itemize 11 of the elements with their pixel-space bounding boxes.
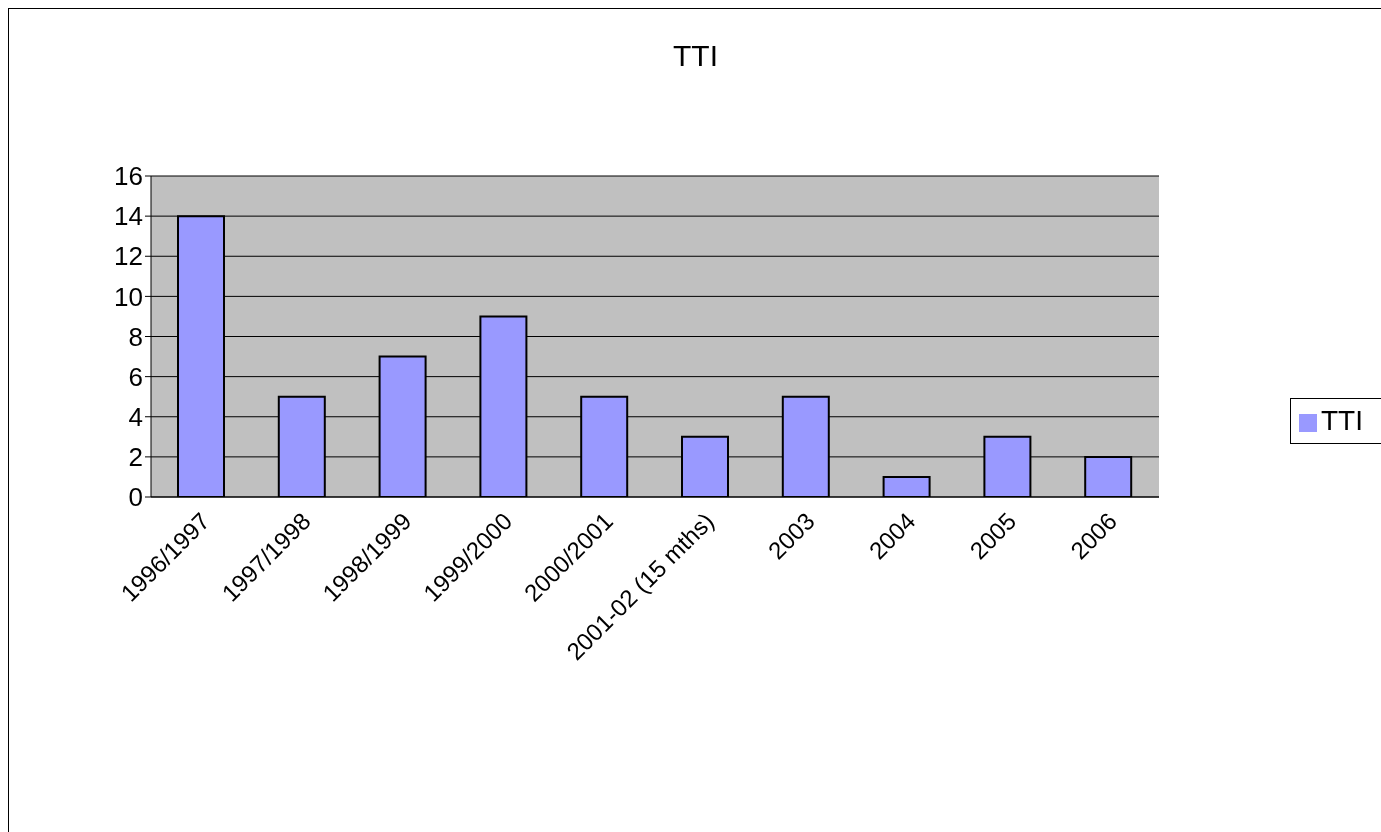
y-tick-label: 6 [128,361,143,392]
y-tick-label: 10 [114,281,143,312]
y-tick-label: 8 [128,321,143,352]
y-tick-label: 4 [128,401,143,432]
y-tick-label: 0 [128,482,143,513]
y-tick-label: 16 [114,161,143,192]
y-tick-label: 2 [128,442,143,473]
y-tick-label: 14 [114,201,143,232]
legend-label: TTI [1321,405,1363,436]
y-tick-label: 12 [114,241,143,272]
chart-title: TTI [672,39,719,73]
